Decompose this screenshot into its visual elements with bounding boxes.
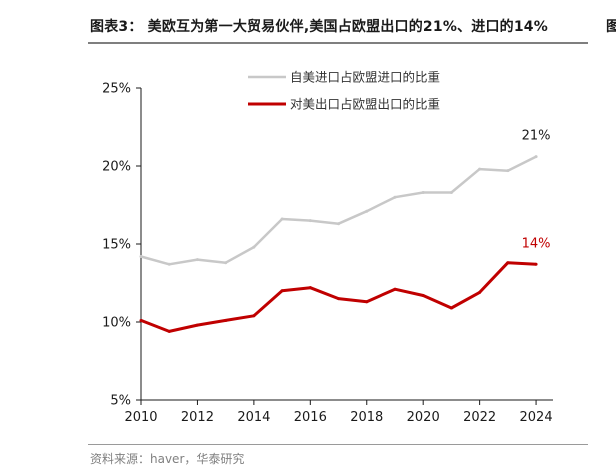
series-line-import-share bbox=[140, 155, 537, 266]
data-point-import-2013 bbox=[224, 261, 228, 265]
data-point-export-2018 bbox=[365, 300, 369, 304]
data-point-import-2018 bbox=[365, 209, 369, 213]
data-point-export-2011 bbox=[167, 329, 171, 333]
end-value-label: 21% bbox=[522, 129, 551, 144]
source-note: 资料来源：haver，华泰研究 bbox=[90, 452, 245, 466]
y-tick-label: 20% bbox=[102, 160, 131, 175]
y-tick-label: 5% bbox=[110, 394, 131, 409]
data-point-import-2022 bbox=[478, 167, 482, 171]
data-point-export-2024 bbox=[534, 262, 538, 266]
x-tick-label: 2014 bbox=[237, 410, 270, 425]
x-tick-label: 2018 bbox=[350, 410, 383, 425]
adjacent-figure-title-fragment: 图 bbox=[606, 19, 616, 35]
x-tick-label: 2020 bbox=[407, 410, 440, 425]
legend-label: 自美进口占欧盟进口的比重 bbox=[290, 70, 440, 85]
data-point-import-2021 bbox=[449, 191, 453, 195]
data-point-import-2012 bbox=[195, 258, 199, 262]
data-point-import-2023 bbox=[506, 169, 510, 173]
data-point-import-2019 bbox=[393, 195, 397, 199]
data-point-export-2015 bbox=[280, 289, 284, 293]
x-tick-label: 2016 bbox=[294, 410, 327, 425]
data-point-export-2010 bbox=[139, 318, 143, 322]
data-point-export-2013 bbox=[224, 318, 228, 322]
legend-label: 对美出口占欧盟出口的比重 bbox=[290, 97, 440, 112]
y-tick-label: 15% bbox=[102, 238, 131, 253]
data-point-export-2021 bbox=[449, 306, 453, 310]
data-point-export-2020 bbox=[421, 293, 425, 297]
data-point-export-2016 bbox=[308, 286, 312, 290]
data-point-export-2023 bbox=[506, 261, 510, 265]
data-point-import-2011 bbox=[167, 262, 171, 266]
y-tick-label: 10% bbox=[102, 316, 131, 331]
y-tick-label: 25% bbox=[102, 82, 131, 97]
data-point-import-2024 bbox=[534, 155, 538, 159]
end-value-label: 14% bbox=[522, 236, 551, 251]
data-point-export-2017 bbox=[337, 297, 341, 301]
x-tick-label: 2024 bbox=[520, 410, 553, 425]
data-point-import-2016 bbox=[308, 219, 312, 223]
series-line-export-share bbox=[140, 261, 537, 333]
source-rule bbox=[88, 444, 588, 445]
data-point-import-2010 bbox=[139, 254, 143, 258]
x-tick-label: 2022 bbox=[463, 410, 496, 425]
data-point-export-2012 bbox=[195, 323, 199, 327]
data-point-import-2014 bbox=[252, 245, 256, 249]
title-rule bbox=[88, 42, 588, 44]
data-point-export-2019 bbox=[393, 287, 397, 291]
data-point-import-2017 bbox=[337, 222, 341, 226]
data-point-import-2015 bbox=[280, 217, 284, 221]
data-point-export-2022 bbox=[478, 290, 482, 294]
data-point-export-2014 bbox=[252, 314, 256, 318]
chart-title: 图表3： 美欧互为第一大贸易伙伴,美国占欧盟出口的21%、进口的14% bbox=[90, 19, 548, 35]
x-tick-label: 2012 bbox=[181, 410, 214, 425]
x-tick-label: 2010 bbox=[124, 410, 157, 425]
data-point-import-2020 bbox=[421, 191, 425, 195]
